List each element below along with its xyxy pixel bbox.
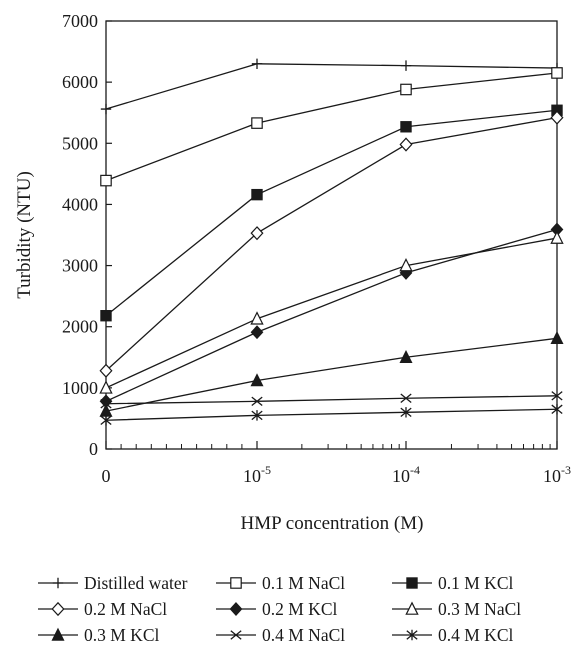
legend-entry: Distilled water	[38, 573, 188, 593]
legend-marker	[230, 630, 242, 640]
y-tick-label: 1000	[62, 378, 98, 398]
data-point	[100, 174, 112, 187]
data-point	[100, 310, 112, 322]
legend-marker	[52, 577, 64, 589]
x-tick-label: 10-3	[543, 463, 571, 486]
data-point	[551, 67, 563, 79]
legend-label: 0.1 M NaCl	[262, 573, 345, 593]
legend-marker	[51, 627, 65, 641]
series-line	[105, 237, 558, 389]
series-line	[105, 228, 558, 402]
series-0-4-m-kcl	[100, 404, 563, 426]
x-tick-label: 10-4	[392, 463, 420, 486]
legend-label: 0.2 M NaCl	[84, 599, 167, 619]
legend-label: 0.3 M KCl	[84, 625, 159, 645]
series-0-2-m-nacl	[99, 110, 564, 378]
series-line	[105, 395, 558, 405]
legend-entry: 0.1 M NaCl	[216, 573, 345, 593]
data-point	[250, 226, 264, 241]
legend-marker	[406, 577, 418, 589]
data-point	[250, 325, 264, 340]
series-0-3-m-kcl	[99, 331, 564, 417]
series-0-3-m-nacl	[99, 230, 564, 394]
legend-entry: 0.2 M NaCl	[38, 599, 167, 619]
legend-label: 0.3 M NaCl	[438, 599, 521, 619]
legend-marker	[406, 629, 418, 641]
data-point	[399, 137, 413, 152]
data-point	[551, 404, 563, 415]
y-tick-label: 5000	[62, 133, 98, 153]
data-point	[399, 258, 413, 272]
data-point	[400, 83, 412, 96]
data-point	[400, 393, 412, 403]
series-line	[105, 116, 558, 372]
legend-entry: 0.3 M KCl	[38, 625, 159, 645]
data-point	[100, 103, 112, 115]
data-point	[251, 188, 263, 201]
data-point	[250, 311, 264, 325]
legend-marker	[230, 577, 242, 589]
legend-label: 0.4 M KCl	[438, 625, 513, 645]
data-point	[550, 230, 564, 244]
y-tick-label: 3000	[62, 256, 98, 276]
axes: 0 1000 2000 3000 4000 5000 6000 7000 0 10-5 10-4 10…	[62, 11, 571, 486]
data-point	[100, 415, 112, 426]
y-tick-label: 4000	[62, 194, 98, 214]
y-axis-label: Turbidity (NTU)	[14, 171, 35, 299]
series-line	[105, 408, 558, 421]
legend-marker	[51, 601, 65, 617]
data-point	[251, 410, 263, 421]
plot-frame	[105, 20, 558, 450]
legend-marker	[229, 602, 243, 616]
data-point	[400, 407, 412, 418]
legend-label: Distilled water	[84, 573, 188, 593]
legend-entry: 0.1 M KCl	[392, 573, 513, 593]
y-tick-label: 2000	[62, 317, 98, 337]
series-line	[105, 337, 558, 412]
data-point	[400, 121, 412, 133]
x-axis-label: HMP concentration (M)	[241, 513, 424, 534]
data-point	[251, 396, 263, 407]
x-tick-label: 0	[102, 466, 111, 486]
series-line	[105, 63, 558, 110]
legend-entry: 0.4 M KCl	[392, 625, 513, 645]
data-point	[400, 60, 412, 71]
legend-label: 0.4 M NaCl	[262, 625, 345, 645]
legend-entry: 0.4 M NaCl	[216, 625, 345, 645]
series-0-2-m-kcl	[99, 222, 564, 409]
data-point	[550, 331, 564, 345]
legend-entry: 0.2 M KCl	[216, 599, 337, 619]
legend-marker	[405, 601, 419, 615]
data-point	[399, 349, 413, 363]
data-point	[99, 363, 113, 378]
y-tick-label: 0	[89, 439, 98, 459]
legend-label: 0.2 M KCl	[262, 599, 337, 619]
series-0-1-m-kcl	[100, 104, 563, 322]
series-layer	[99, 58, 564, 426]
data-point	[251, 117, 263, 129]
legend-entry: 0.3 M NaCl	[392, 599, 521, 619]
data-point	[550, 110, 564, 125]
data-point	[551, 391, 563, 401]
y-tick-label: 7000	[62, 11, 98, 31]
legend: Distilled water 0.1 M NaCl 0.1 M KCl 0.2 M …	[38, 573, 521, 645]
x-tick-label: 10-5	[243, 463, 271, 486]
y-tick-label: 6000	[62, 72, 98, 92]
series-0-1-m-nacl	[100, 67, 563, 187]
data-point	[250, 373, 264, 387]
legend-label: 0.1 M KCl	[438, 573, 513, 593]
series-line	[105, 72, 558, 182]
data-point	[100, 399, 112, 409]
data-point	[99, 380, 113, 394]
series-0-4-m-nacl	[100, 391, 563, 409]
series-line	[105, 109, 558, 317]
data-point	[251, 58, 263, 69]
